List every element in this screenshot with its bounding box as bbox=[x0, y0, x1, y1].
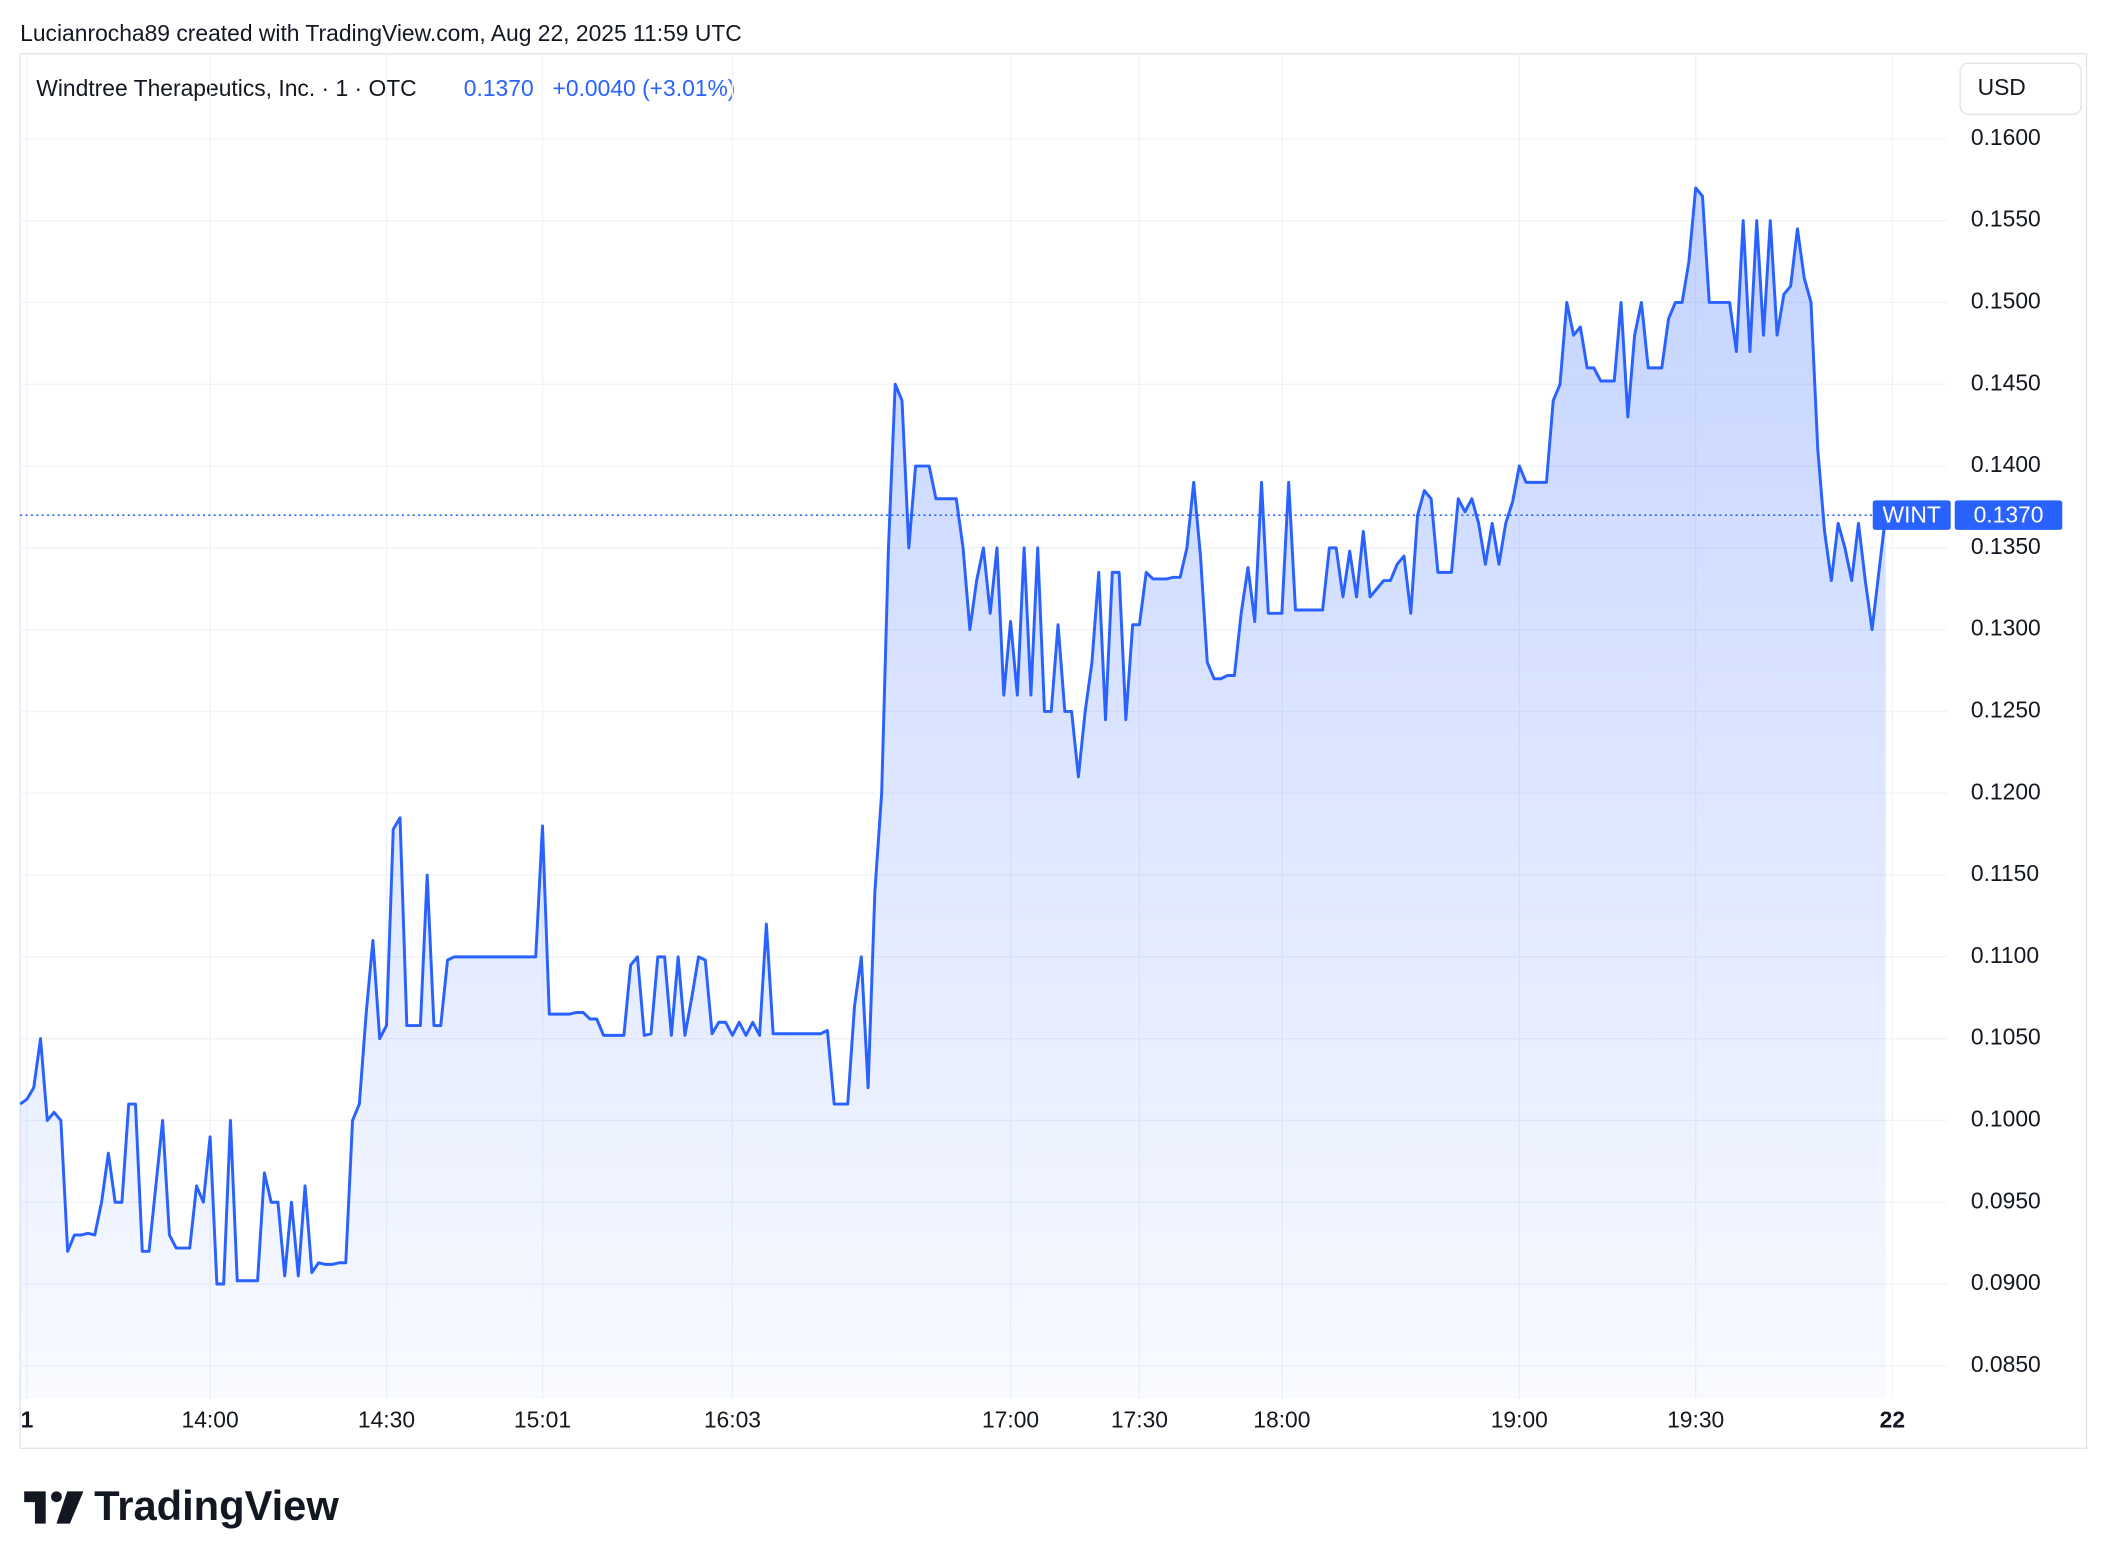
x-tick-label: 18:00 bbox=[1253, 1406, 1310, 1432]
y-tick-label: 0.0900 bbox=[1971, 1269, 2041, 1295]
currency-button[interactable] bbox=[1959, 62, 2082, 115]
brand-logo bbox=[24, 1491, 84, 1524]
x-tick-label: 14:30 bbox=[358, 1406, 415, 1432]
chart-title: Windtree Therapeutics, Inc. · 1 · OTC bbox=[36, 75, 416, 101]
price-change: +0.0040 (+3.01%) bbox=[553, 75, 736, 101]
y-tick-label: 0.1100 bbox=[1971, 942, 2039, 968]
y-tick-label: 0.1300 bbox=[1971, 615, 2041, 641]
y-tick-label: 0.0850 bbox=[1971, 1351, 2041, 1377]
brand: TradingView bbox=[94, 1482, 339, 1529]
x-tick-label: 22 bbox=[1880, 1406, 1905, 1432]
price: 0.1370 bbox=[464, 75, 534, 101]
y-tick-label: 0.1250 bbox=[1971, 696, 2041, 722]
y-tick-label: 0.1050 bbox=[1971, 1024, 2041, 1050]
symbol-badge bbox=[1872, 500, 1951, 530]
symbol-label: WINT bbox=[1883, 502, 1941, 528]
x-tick-label: 19:00 bbox=[1491, 1406, 1548, 1432]
y-tick-label: 0.1350 bbox=[1971, 533, 2041, 559]
plot: 0.0850 0.0900 0.0950 0.1000 0.1050 0.1100 0.11… bbox=[19, 53, 2063, 1432]
price-line bbox=[19, 186, 1888, 1286]
last-price-badge bbox=[1954, 500, 2063, 530]
x-tick-label: 15:01 bbox=[514, 1406, 571, 1432]
last-price-label: 0.1370 bbox=[1974, 502, 2044, 528]
chart-frame bbox=[19, 53, 2088, 1449]
x-tick-label: 17:00 bbox=[982, 1406, 1039, 1432]
x-tick-label: 16:03 bbox=[704, 1406, 761, 1432]
y-tick-label: 0.0950 bbox=[1971, 1187, 2041, 1213]
x-tick-label: 14:00 bbox=[182, 1406, 239, 1432]
x-tick-label: 17:30 bbox=[1111, 1406, 1168, 1432]
currency[interactable]: USD bbox=[1978, 74, 2026, 100]
logo-shape bbox=[56, 1491, 84, 1524]
logo-shape bbox=[51, 1491, 62, 1503]
y-tick-label: 0.1600 bbox=[1971, 124, 2041, 150]
y-tick-label: 0.1400 bbox=[1971, 451, 2041, 477]
y-tick-label: 0.1200 bbox=[1971, 778, 2041, 804]
logo-shape bbox=[24, 1491, 46, 1524]
y-tick-label: 0.1450 bbox=[1971, 369, 2041, 395]
y-tick-label: 0.1000 bbox=[1971, 1105, 2041, 1131]
price-area bbox=[20, 187, 1886, 1399]
y-tick-label: 0.1550 bbox=[1971, 206, 2041, 232]
y-tick-label: 0.1150 bbox=[1971, 860, 2039, 886]
x-tick-label: 1 bbox=[21, 1406, 34, 1432]
y-tick-label: 0.1500 bbox=[1971, 287, 2041, 313]
x-tick-label: 19:30 bbox=[1667, 1406, 1724, 1432]
attribution: Lucianrocha89 created with TradingView.c… bbox=[20, 20, 742, 46]
